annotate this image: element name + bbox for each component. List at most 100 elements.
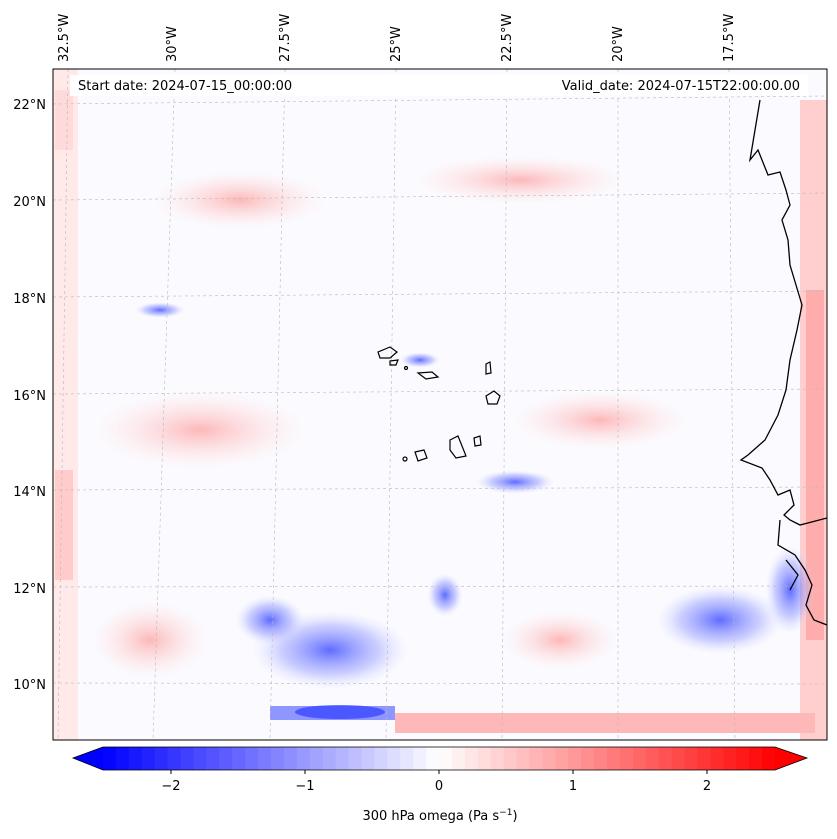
colorbar-cell: [490, 747, 505, 770]
lon-label: 17.5°W: [722, 14, 737, 62]
colorbar-cell: [632, 747, 647, 770]
island-sao-vicente: [389, 359, 399, 366]
cape-verde-islands: [377, 346, 501, 462]
colorbar-cell: [413, 747, 427, 770]
colorbar-cell: [309, 747, 324, 770]
colorbar-cell: [426, 747, 440, 770]
map-frame: [52, 68, 828, 741]
date-label-background: [70, 75, 808, 96]
colorbar-cells: [103, 747, 776, 770]
colorbar-cell: [128, 747, 143, 770]
colorbar-cell: [335, 747, 350, 770]
island-sal: [485, 361, 492, 375]
colorbar-cell: [529, 747, 543, 770]
colorbar-cell: [361, 747, 375, 770]
colorbar-cell: [542, 747, 556, 770]
colorbar-cell: [555, 747, 569, 770]
island-boa-vista: [485, 390, 501, 405]
colorbar-cell: [193, 747, 207, 770]
colorbar-cell: [180, 747, 195, 770]
colorbar-cell: [206, 747, 220, 770]
start-date-label: Start date: 2024-07-15_00:00:00: [78, 79, 292, 94]
island-santiago: [449, 435, 467, 459]
graticule: [53, 69, 827, 740]
lon-label: 32.5°W: [57, 14, 72, 62]
colorbar-cell: [671, 747, 686, 770]
colorbar-cell: [348, 747, 363, 770]
colorbar-label-main: 300 hPa omega (Pa s: [362, 809, 499, 824]
colorbar-cell: [232, 747, 246, 770]
colorbar-cell: [736, 747, 750, 770]
colorbar-cell: [296, 747, 311, 770]
colorbar-cell: [245, 747, 259, 770]
lon-label: 30°W: [165, 26, 180, 62]
colorbar-cell: [645, 747, 660, 770]
colorbar-high-extension: [775, 747, 807, 770]
coastline: [739, 99, 827, 626]
colorbar-label-exponent: −1: [499, 808, 512, 818]
lat-label: 20°N: [13, 195, 46, 210]
colorbar-cell: [167, 747, 182, 770]
lon-label: 25°W: [389, 26, 404, 62]
colorbar-tick-label: 1: [569, 779, 577, 794]
colorbar-cell: [258, 747, 272, 770]
colorbar-cell: [103, 747, 117, 770]
colorbar-cell: [219, 747, 233, 770]
colorbar-label-close: ): [512, 809, 517, 824]
colorbar-cell: [451, 747, 466, 770]
colorbar-cell: [477, 747, 492, 770]
colorbar-cell: [516, 747, 531, 770]
colorbar-cell: [619, 747, 634, 770]
lat-label: 16°N: [13, 389, 46, 404]
colorbar-cell: [271, 747, 285, 770]
map-panel: [53, 69, 827, 740]
colorbar-tick-label: −1: [295, 779, 314, 794]
colorbar-cell: [400, 747, 414, 770]
lat-label: 14°N: [13, 485, 46, 500]
lat-label: 22°N: [13, 98, 46, 113]
lat-label: 10°N: [13, 678, 46, 693]
colorbar-outline: [71, 746, 809, 771]
colorbar-cell: [503, 747, 518, 770]
colorbar-cell: [464, 747, 479, 770]
colorbar-cell: [697, 747, 711, 770]
colorbar: −2 −1 0 1 2 300 hPa omega (Pa s−1): [71, 746, 809, 824]
colorbar-cell: [374, 747, 388, 770]
colorbar-cell: [115, 747, 130, 770]
colorbar-tick-label: −2: [161, 779, 180, 794]
lon-label: 22.5°W: [500, 14, 515, 62]
colorbar-cell: [684, 747, 699, 770]
colorbar-cell: [710, 747, 724, 770]
colorbar-cell: [607, 747, 621, 770]
colorbar-cell: [658, 747, 673, 770]
colorbar-tick-label: 2: [703, 779, 711, 794]
lat-label: 18°N: [13, 292, 46, 307]
lon-label: 27.5°W: [278, 14, 293, 62]
colorbar-cell: [154, 747, 169, 770]
colorbar-cell: [322, 747, 337, 770]
colorbar-cell: [762, 747, 776, 770]
colorbar-low-extension: [73, 747, 103, 770]
island-maio: [473, 435, 482, 447]
colorbar-label: 300 hPa omega (Pa s−1): [362, 808, 517, 824]
colorbar-cell: [568, 747, 582, 770]
latitude-labels: 22°N 20°N 18°N 16°N 14°N 12°N 10°N: [13, 98, 46, 693]
colorbar-cell: [723, 747, 737, 770]
colorbar-cell: [439, 747, 453, 770]
lon-label: 20°W: [611, 26, 626, 62]
colorbar-cell: [283, 747, 298, 770]
island-santo-antao: [377, 346, 398, 359]
colorbar-tick-label: 0: [435, 779, 443, 794]
lat-label: 12°N: [13, 582, 46, 597]
colorbar-cell: [594, 747, 608, 770]
omega-field: [53, 69, 827, 740]
valid-date-label: Valid_date: 2024-07-15T22:00:00.00: [562, 79, 800, 94]
colorbar-cell: [581, 747, 595, 770]
colorbar-cell: [749, 747, 763, 770]
island-fogo: [414, 449, 428, 462]
africa-coastline: [739, 99, 827, 526]
colorbar-cell: [141, 747, 156, 770]
longitude-labels: 32.5°W 30°W 27.5°W 25°W 22.5°W 20°W 17.5…: [57, 14, 737, 62]
island-sao-nicolau: [416, 371, 440, 380]
